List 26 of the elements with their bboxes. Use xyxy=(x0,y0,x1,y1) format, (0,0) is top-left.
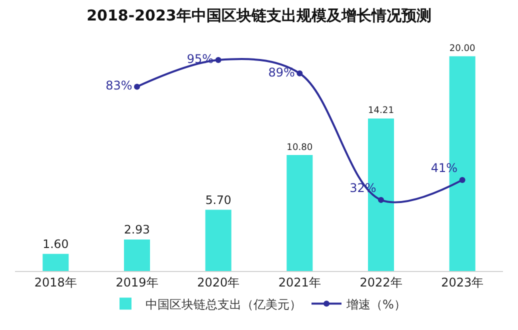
point xyxy=(296,70,303,76)
legend-label: 增速（%） xyxy=(346,297,406,312)
data-label: 14.21 xyxy=(368,106,394,116)
data-label: 20.00 xyxy=(449,44,476,54)
bar xyxy=(42,254,69,271)
x-tick-label: 2019年 xyxy=(116,275,158,290)
chart-title: 2018-2023年中国区块链支出规模及增长情况预测 xyxy=(86,6,432,24)
x-tick-label: 2018年 xyxy=(34,275,77,290)
data-label: 5.70 xyxy=(205,192,232,207)
bar xyxy=(286,155,313,271)
legend-label: 中国区块链总支出（亿美元） xyxy=(146,297,302,312)
x-tick-label: 2022年 xyxy=(360,275,402,290)
data-label: 2.93 xyxy=(124,222,150,237)
x-tick-label: 2021年 xyxy=(278,275,321,290)
x-tick-label: 2020年 xyxy=(197,275,240,290)
point xyxy=(134,84,140,90)
data-label: 1.60 xyxy=(42,236,69,251)
point xyxy=(459,176,466,183)
point xyxy=(215,57,222,64)
point xyxy=(378,196,384,203)
x-tick-label: 2023年 xyxy=(441,275,484,290)
bar xyxy=(205,210,232,271)
bar xyxy=(124,240,150,271)
data-label: 10.80 xyxy=(286,142,313,153)
data-label: 89% xyxy=(268,65,295,80)
data-label: 83% xyxy=(106,78,132,93)
